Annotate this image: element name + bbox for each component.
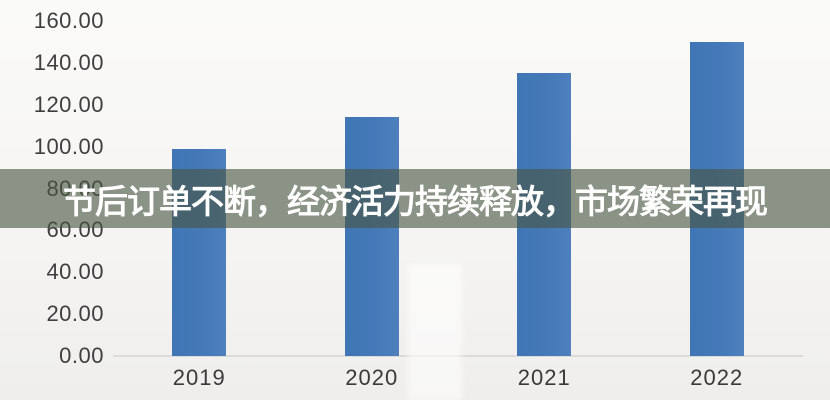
x-axis-label-2022: 2022	[690, 365, 744, 390]
y-axis-tick-label: 0.00	[59, 343, 104, 368]
y-axis-tick-label: 140.00	[33, 49, 104, 75]
y-axis-tick-label: 40.00	[46, 259, 104, 285]
y-axis-tick-label: 120.00	[33, 91, 104, 117]
y-axis-tick-label: 20.00	[46, 301, 104, 327]
headline-banner: 节后订单不断，经济活力持续释放，市场繁荣再现	[0, 169, 830, 228]
x-axis-label-2020: 2020	[345, 365, 399, 390]
x-axis-label-2019: 2019	[172, 365, 226, 390]
y-axis-tick-label: 160.00	[33, 8, 104, 33]
bar-2020	[344, 117, 399, 356]
x-axis-label-2021: 2021	[517, 365, 571, 390]
background-watermark-patch	[408, 264, 462, 400]
y-axis-tick-label: 100.00	[33, 133, 104, 159]
headline-text: 节后订单不断，经济活力持续释放，市场繁荣再现	[63, 182, 768, 220]
